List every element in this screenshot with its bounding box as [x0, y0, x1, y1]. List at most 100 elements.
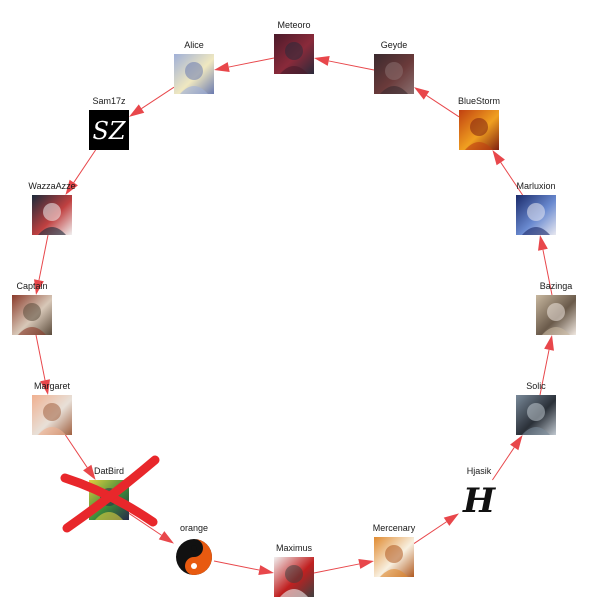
edge-orange-maximus — [213, 560, 274, 575]
santa-hat-sketch-avatar-icon — [274, 557, 314, 597]
node-label: BlueStorm — [458, 96, 500, 106]
sloth-avatar-icon — [536, 295, 576, 335]
dark-pattern-avatar-icon — [32, 195, 72, 235]
node-label: Marluxion — [516, 181, 555, 191]
edge-bluestorm-geyde — [414, 87, 460, 118]
node-geyde[interactable]: Geyde — [374, 40, 414, 94]
node-label: Meteoro — [277, 20, 310, 30]
reaper-avatar-icon — [516, 395, 556, 435]
arrowhead — [40, 379, 50, 395]
edge-line — [73, 149, 97, 183]
node-label: DatBird — [94, 466, 124, 476]
arrowhead — [258, 565, 274, 575]
arrowhead — [443, 513, 459, 526]
edge-meteoro-alice — [214, 57, 275, 72]
svg-text:H: H — [462, 481, 497, 521]
edge-line — [128, 512, 162, 536]
edge-line — [64, 434, 88, 468]
node-bluestorm[interactable]: BlueStorm — [458, 96, 500, 150]
arrowhead — [510, 435, 523, 451]
edge-line — [35, 334, 46, 381]
node-label: Hjasik — [467, 466, 492, 476]
node-sam17z[interactable]: Sam17z SZ — [89, 96, 129, 150]
edge-line — [426, 95, 460, 118]
edge-solic-bazinga — [539, 335, 554, 396]
edge-captain-margaret — [35, 334, 50, 395]
node-maximus[interactable]: Maximus — [274, 543, 314, 597]
edge-line — [313, 563, 360, 574]
node-label: Sam17z — [92, 96, 126, 106]
edge-line — [413, 521, 447, 545]
node-margaret[interactable]: Margaret — [32, 381, 72, 435]
node-label: Margaret — [34, 381, 71, 391]
gothic-h-letter-icon: H — [462, 481, 497, 521]
edge-line — [500, 162, 524, 196]
glasses-girl-avatar-icon — [32, 395, 72, 435]
arrowhead — [158, 531, 174, 544]
edge-line — [38, 234, 49, 281]
arrowhead — [83, 464, 96, 480]
node-layer: Meteoro Geyde BlueStorm Marluxion Bazinga Sol… — [12, 20, 576, 597]
edge-bazinga-marluxion — [538, 235, 553, 296]
node-captain[interactable]: Captain — [12, 281, 52, 335]
glasses-anime-avatar-icon — [516, 195, 556, 235]
node-label: Geyde — [381, 40, 408, 50]
node-label: orange — [180, 523, 208, 533]
edge-line — [328, 60, 375, 71]
node-bazinga[interactable]: Bazinga — [536, 281, 576, 335]
node-alice[interactable]: Alice — [174, 40, 214, 94]
arrowhead — [544, 335, 554, 351]
svg-text:SZ: SZ — [92, 117, 126, 145]
node-label: WazzaAzze — [28, 181, 75, 191]
edge-line — [228, 57, 275, 68]
cat-in-hat-avatar-icon — [12, 295, 52, 335]
node-label: Maximus — [276, 543, 313, 553]
edge-line — [491, 447, 515, 481]
node-label: Mercenary — [373, 523, 416, 533]
edge-line — [213, 560, 260, 571]
node-mercenary[interactable]: Mercenary — [373, 523, 416, 577]
red-cross-mark — [60, 455, 160, 533]
edge-line — [542, 249, 553, 296]
arrowhead — [65, 179, 78, 195]
yin-yang-icon — [176, 539, 212, 575]
arrowhead — [492, 150, 505, 166]
node-label: Alice — [184, 40, 204, 50]
arrowhead — [129, 104, 145, 117]
node-marluxion[interactable]: Marluxion — [516, 181, 556, 235]
node-label: Solic — [526, 381, 546, 391]
node-hjasik[interactable]: Hjasik H — [462, 466, 497, 521]
puppy-avatar-icon — [374, 537, 414, 577]
node-wazzaazze[interactable]: WazzaAzze — [28, 181, 76, 235]
blonde-anime-avatar-icon — [174, 54, 214, 94]
edge-maximus-mercenary — [313, 559, 374, 574]
edge-datbird-orange — [128, 512, 174, 544]
node-orange[interactable]: orange — [176, 523, 212, 575]
edge-mercenary-hjasik — [413, 513, 459, 545]
arrowhead — [214, 62, 230, 72]
edge-marluxion-bluestorm — [492, 150, 524, 196]
edge-alice-sam17z — [129, 86, 175, 117]
dark-anime-avatar-icon — [374, 54, 414, 94]
edge-margaret-datbird — [64, 434, 96, 480]
edge-layer — [34, 56, 554, 575]
node-label: Bazinga — [540, 281, 573, 291]
arrowhead — [34, 279, 44, 295]
arrowhead — [314, 56, 330, 66]
node-meteoro[interactable]: Meteoro — [274, 20, 314, 74]
edge-line — [141, 86, 175, 109]
edge-hjasik-solic — [491, 435, 523, 481]
node-solic[interactable]: Solic — [516, 381, 556, 435]
edge-geyde-meteoro — [314, 56, 375, 71]
node-label: Captain — [16, 281, 47, 291]
arrowhead — [414, 87, 430, 100]
mark-layer — [60, 455, 160, 533]
arrowhead — [358, 559, 374, 569]
edge-wazzaazze-captain — [34, 234, 49, 295]
arrowhead — [538, 235, 548, 251]
sz-logo-icon: SZ — [89, 110, 129, 150]
fire-figure-avatar-icon — [459, 110, 499, 150]
edge-line — [539, 349, 550, 396]
dark-figure-avatar-icon — [274, 34, 314, 74]
